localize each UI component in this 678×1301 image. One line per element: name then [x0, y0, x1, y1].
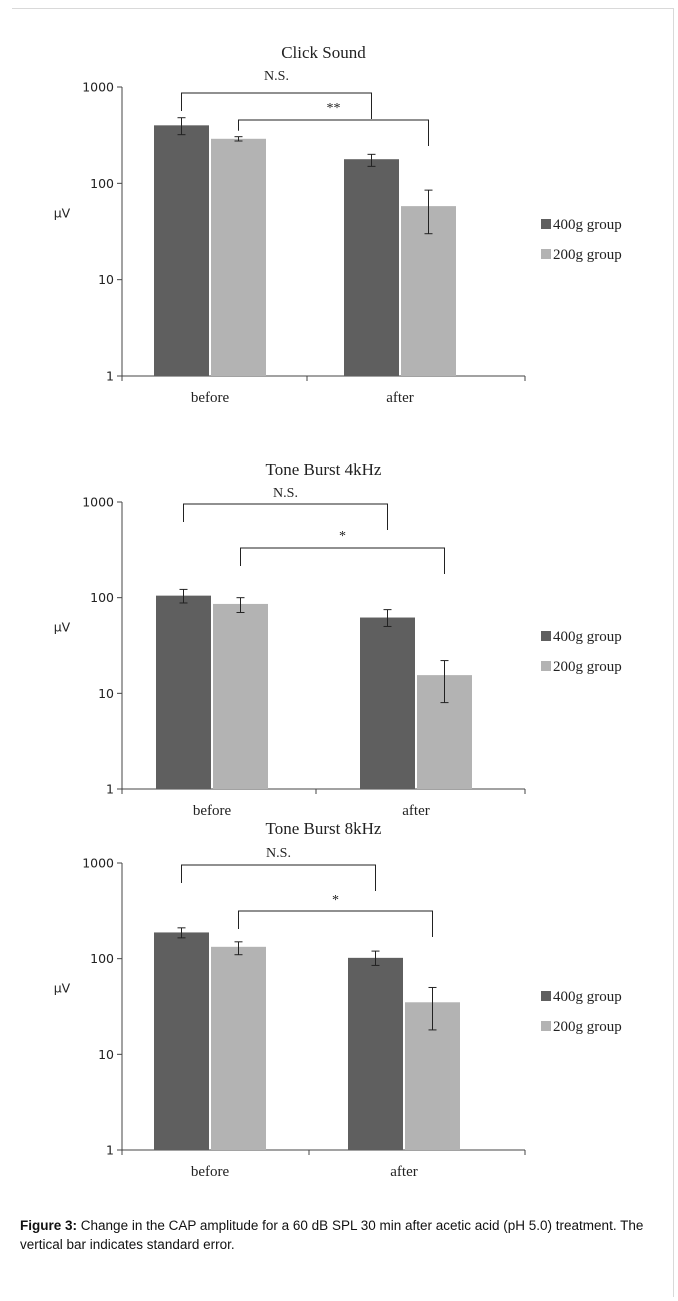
legend-label: 400g group [553, 629, 622, 645]
y-tick-label: 10 [98, 272, 114, 287]
significance-bracket [238, 910, 433, 937]
figure-caption: Figure 3: Change in the CAP amplitude fo… [20, 1216, 660, 1254]
bar [213, 603, 268, 789]
bar [154, 125, 209, 376]
chart-1: Click Sound 1 10 100 1000 μV before after N.S. **… [54, 43, 622, 406]
y-tick-label: 1000 [82, 495, 114, 510]
y-tick-label: 100 [90, 951, 114, 966]
legend-label: 200g group [553, 1019, 622, 1035]
significance-bracket [240, 547, 445, 574]
significance-label: N.S. [273, 486, 298, 501]
bar [348, 957, 403, 1150]
chart-title: Tone Burst 4kHz [266, 460, 382, 479]
caption-label: Figure 3: [20, 1218, 78, 1233]
x-tick-label: after [390, 1164, 417, 1180]
bar [211, 138, 266, 376]
legend-swatch [541, 1021, 551, 1031]
legend-label: 200g group [553, 659, 622, 675]
y-axis-label: μV [54, 620, 71, 635]
x-tick-label: before [191, 390, 230, 406]
legend-label: 200g group [553, 247, 622, 263]
bar [360, 617, 415, 789]
significance-label: * [339, 529, 346, 544]
legend-swatch [541, 631, 551, 641]
significance-bracket [238, 119, 429, 146]
y-tick-label: 100 [90, 176, 114, 191]
y-tick-label: 100 [90, 590, 114, 605]
y-tick-label: 10 [98, 686, 114, 701]
y-axis-label: μV [54, 206, 71, 221]
x-tick-label: after [386, 390, 413, 406]
legend-swatch [541, 661, 551, 671]
significance-label: ** [327, 101, 341, 116]
legend-label: 400g group [553, 217, 622, 233]
significance-label: N.S. [266, 846, 291, 861]
figure-frame [12, 8, 674, 1297]
bar [211, 946, 266, 1150]
significance-bracket [181, 864, 376, 891]
caption-text: Change in the CAP amplitude for a 60 dB … [20, 1218, 644, 1252]
y-tick-label: 10 [98, 1047, 114, 1062]
chart-title: Click Sound [281, 43, 366, 62]
significance-label: * [332, 893, 339, 908]
significance-bracket [181, 92, 372, 119]
significance-bracket [183, 503, 388, 530]
chart-2: Tone Burst 4kHz 1 10 100 1000 μV before after N.… [54, 460, 622, 819]
bar [154, 932, 209, 1150]
legend-label: 400g group [553, 989, 622, 1005]
y-tick-label: 1000 [82, 856, 114, 871]
legend-swatch [541, 249, 551, 259]
legend-swatch [541, 219, 551, 229]
y-tick-label: 1 [106, 782, 114, 797]
significance-label: N.S. [264, 69, 289, 84]
y-tick-label: 1 [106, 1143, 114, 1158]
bar [344, 159, 399, 376]
x-tick-label: before [193, 803, 232, 819]
x-tick-label: after [402, 803, 429, 819]
bar [156, 595, 211, 789]
x-tick-label: before [191, 1164, 230, 1180]
legend-swatch [541, 991, 551, 1001]
bar [401, 206, 456, 376]
y-axis-label: μV [54, 981, 71, 996]
chart-title: Tone Burst 8kHz [266, 819, 382, 838]
chart-3: Tone Burst 8kHz 1 10 100 1000 μV before after N.… [54, 819, 622, 1180]
y-tick-label: 1000 [82, 80, 114, 95]
y-tick-label: 1 [106, 369, 114, 384]
